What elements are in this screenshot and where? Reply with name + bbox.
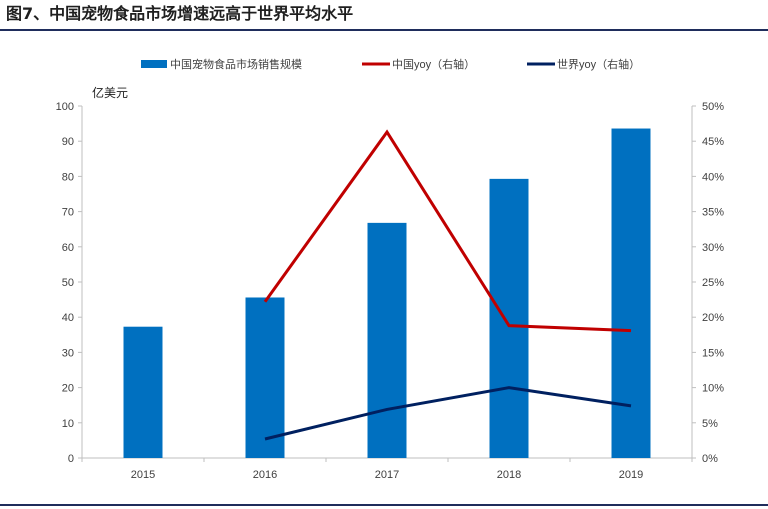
x-tick-label: 2018 bbox=[497, 469, 521, 481]
y-tick-label-right: 35% bbox=[702, 207, 724, 219]
y-tick-label-right: 30% bbox=[702, 242, 724, 254]
y-tick-label-left: 100 bbox=[56, 101, 74, 113]
y-tick-label-right: 5% bbox=[702, 418, 718, 430]
x-tick-label: 2015 bbox=[131, 469, 155, 481]
y-tick-label-left: 0 bbox=[68, 453, 74, 465]
bar-2017 bbox=[367, 222, 407, 458]
x-tick-label: 2016 bbox=[253, 469, 277, 481]
x-tick-label: 2017 bbox=[375, 469, 399, 481]
title-divider bbox=[0, 29, 768, 31]
bar-2016 bbox=[245, 297, 285, 458]
y-axis-unit-label: 亿美元 bbox=[92, 85, 128, 100]
legend-swatch-bar bbox=[141, 60, 167, 68]
china-yoy-line bbox=[263, 129, 632, 333]
y-tick-label-right: 40% bbox=[702, 171, 724, 183]
legend-label-bar: 中国宠物食品市场销售规模 bbox=[170, 57, 302, 71]
y-tick-label-right: 20% bbox=[702, 312, 724, 324]
y-tick-label-right: 25% bbox=[702, 277, 724, 289]
x-tick-label: 2019 bbox=[619, 469, 643, 481]
bar-2015 bbox=[123, 326, 163, 458]
bar-2018 bbox=[489, 178, 529, 458]
bar-2019 bbox=[611, 128, 651, 458]
y-tick-label-right: 10% bbox=[702, 383, 724, 395]
y-tick-label-right: 45% bbox=[702, 136, 724, 148]
y-tick-label-left: 90 bbox=[62, 136, 74, 148]
world-yoy-line bbox=[264, 386, 632, 441]
bottom-divider bbox=[0, 504, 768, 506]
y-tick-label-right: 50% bbox=[702, 101, 724, 113]
y-tick-label-right: 15% bbox=[702, 347, 724, 359]
figure-title: 图7、中国宠物食品市场增速远高于世界平均水平 bbox=[6, 4, 354, 23]
y-tick-label-left: 60 bbox=[62, 242, 74, 254]
y-tick-label-left: 30 bbox=[62, 347, 74, 359]
y-tick-label-left: 10 bbox=[62, 418, 74, 430]
legend-label-china: 中国yoy（右轴） bbox=[392, 57, 475, 71]
y-tick-label-left: 40 bbox=[62, 312, 74, 324]
y-tick-label-left: 80 bbox=[62, 171, 74, 183]
y-tick-label-left: 50 bbox=[62, 277, 74, 289]
y-tick-label-left: 20 bbox=[62, 383, 74, 395]
y-tick-label-left: 70 bbox=[62, 207, 74, 219]
y-tick-label-right: 0% bbox=[702, 453, 718, 465]
legend-label-world: 世界yoy（右轴） bbox=[557, 57, 640, 71]
